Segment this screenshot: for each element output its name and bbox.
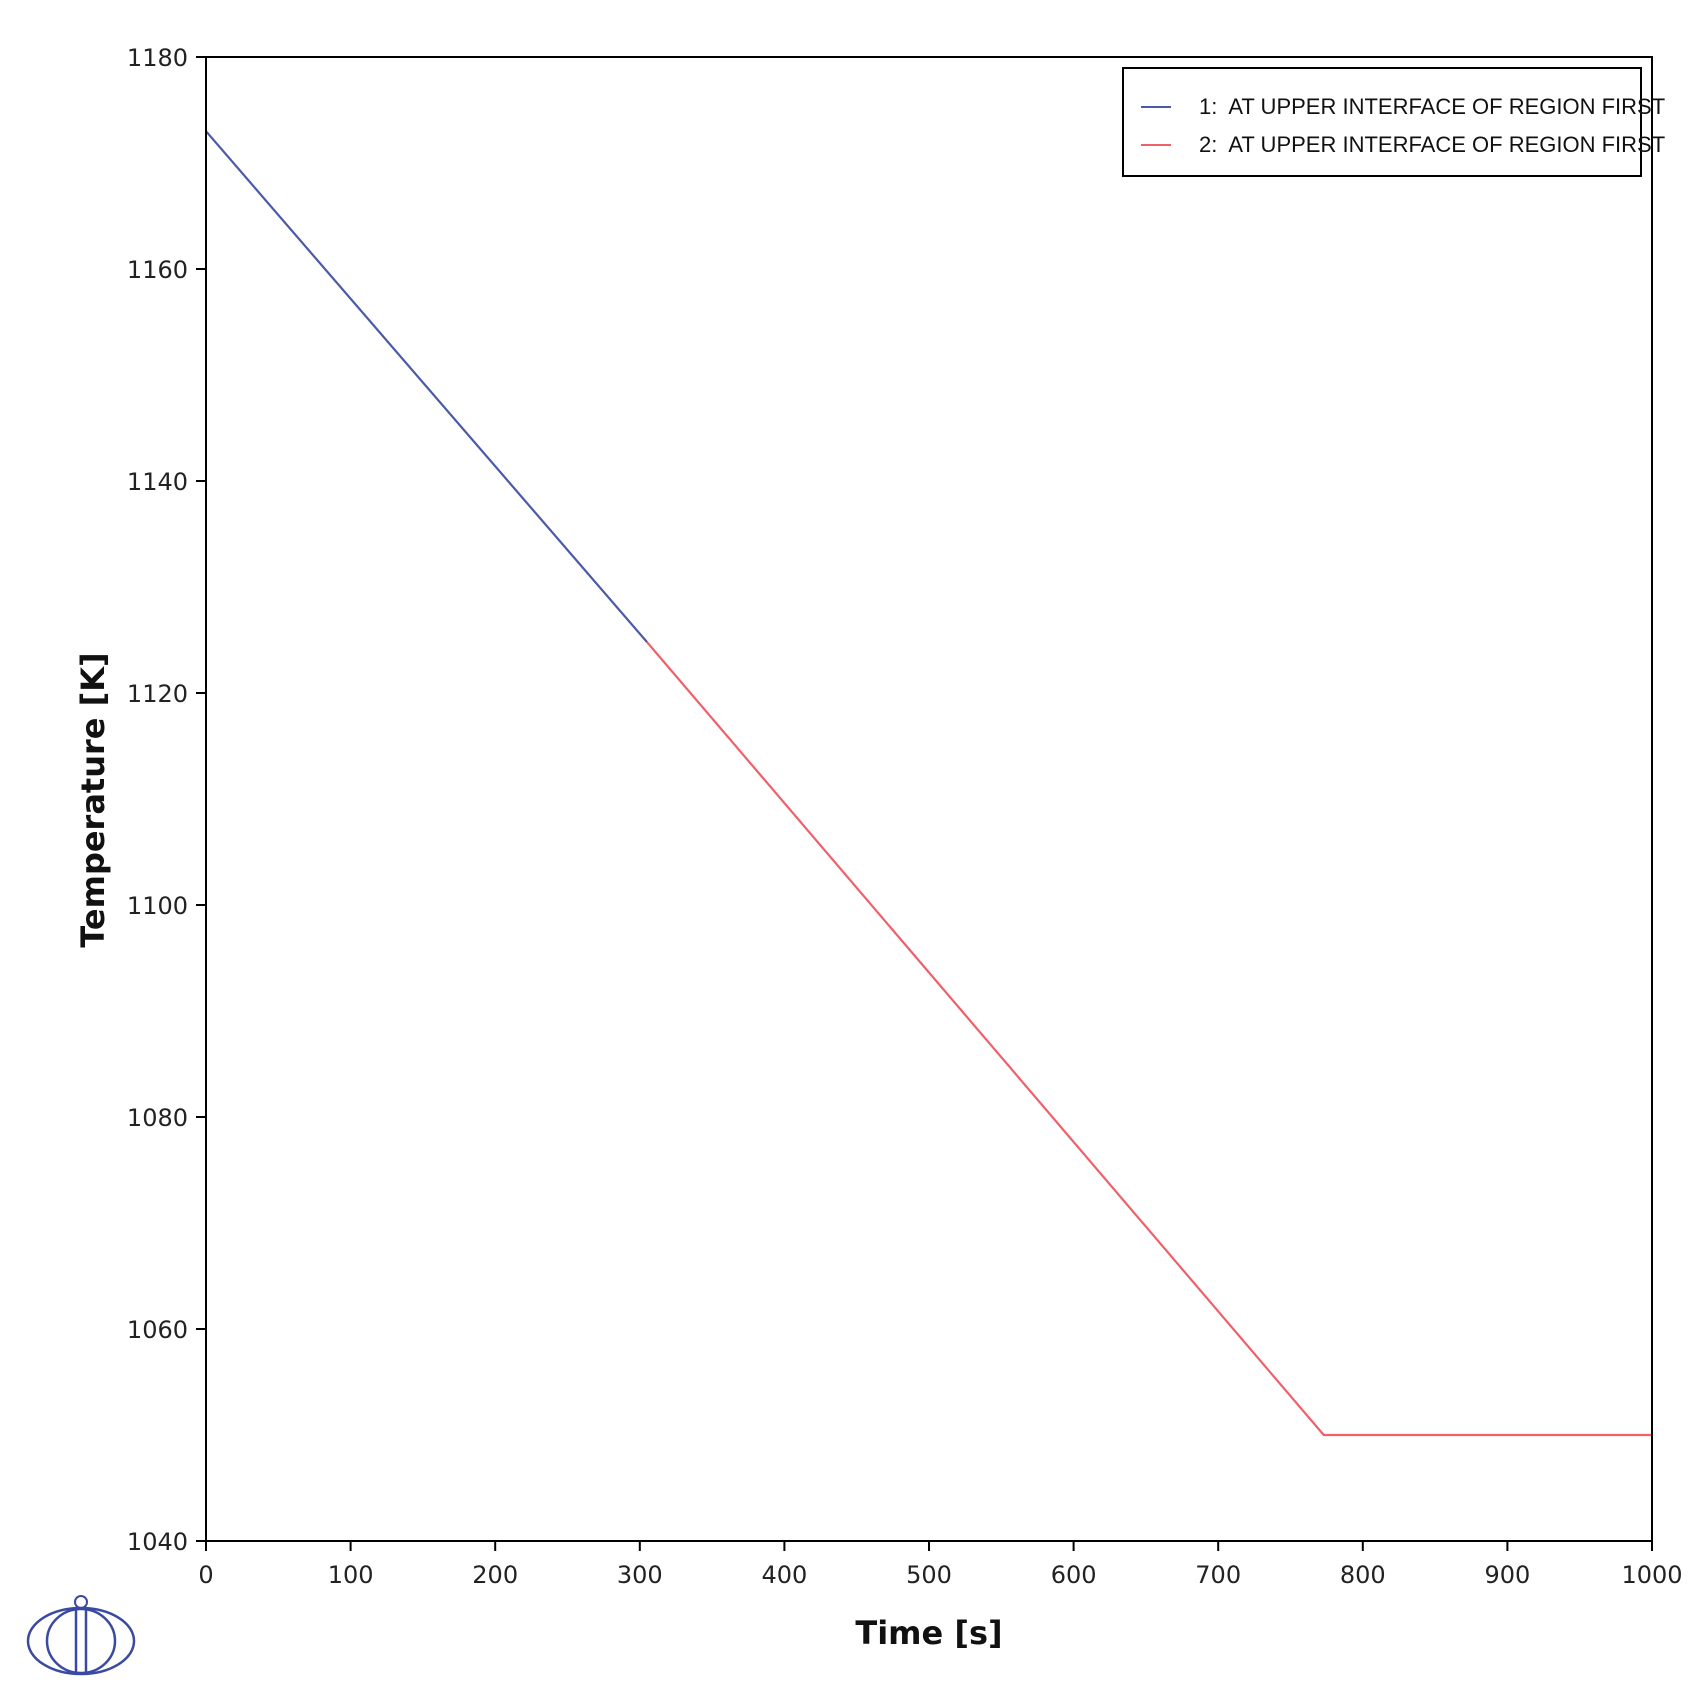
series-layer [205,130,1652,1437]
legend-box [1122,67,1642,177]
x-tick-label: 800 [1340,1561,1386,1589]
y-axis-ticks: 1040 1060 1080 1100 1120 1140 1160 1180 [127,44,206,1556]
y-tick-label: 1040 [127,1528,188,1556]
y-axis-title: Temperature [K] [74,652,112,947]
x-tick-label: 900 [1484,1561,1530,1589]
x-tick-label: 100 [328,1561,374,1589]
x-tick-label: 1000 [1621,1561,1682,1589]
ellipse-logo-icon [26,1595,136,1676]
y-tick-label: 1160 [127,256,188,284]
x-tick-label: 600 [1051,1561,1097,1589]
x-tick-label: 700 [1195,1561,1241,1589]
x-axis-ticks: 0 100 200 300 400 500 600 700 800 900 1000 [198,1541,1683,1589]
legend-label-series-1: 1: AT UPPER INTERFACE OF REGION FIRST [1199,94,1665,119]
x-axis-title: Time [s] [855,1614,1002,1652]
x-tick-label: 200 [472,1561,518,1589]
x-tick-label: 400 [761,1561,807,1589]
x-tick-label: 500 [906,1561,952,1589]
y-tick-label: 1120 [127,680,188,708]
y-tick-label: 1080 [127,1104,188,1132]
series-line-2 [646,641,1652,1437]
legend: 1: AT UPPER INTERFACE OF REGION FIRST 2:… [1122,67,1665,177]
legend-label-series-2: 2: AT UPPER INTERFACE OF REGION FIRST [1199,132,1665,157]
y-tick-label: 1140 [127,468,188,496]
x-tick-label: 0 [198,1561,213,1589]
y-tick-label: 1100 [127,892,188,920]
series-line-1 [205,130,648,643]
y-tick-label: 1180 [127,44,188,72]
plot-area-frame [205,56,1653,1542]
x-tick-label: 300 [617,1561,663,1589]
y-tick-label: 1060 [127,1316,188,1344]
